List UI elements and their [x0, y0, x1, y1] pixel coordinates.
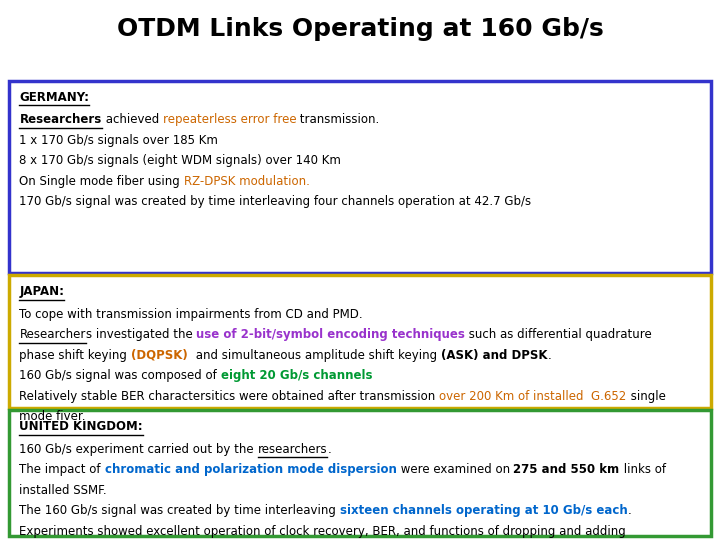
- Text: RZ-DPSK modulation.: RZ-DPSK modulation.: [184, 175, 310, 188]
- Text: phase shift keying: phase shift keying: [19, 349, 131, 362]
- Text: mode fiver.: mode fiver.: [19, 410, 86, 423]
- Text: over 200 Km of installed  G.652: over 200 Km of installed G.652: [439, 390, 626, 403]
- Text: On Single mode fiber using: On Single mode fiber using: [19, 175, 184, 188]
- Text: links of: links of: [620, 463, 665, 476]
- Text: The impact of: The impact of: [19, 463, 104, 476]
- Text: transmission.: transmission.: [297, 113, 379, 126]
- Text: Experiments showed excellent operation of clock recovery, BER, and functions of : Experiments showed excellent operation o…: [19, 525, 626, 538]
- Text: (DQPSK): (DQPSK): [131, 349, 192, 362]
- Text: 170 Gb/s signal was created by time interleaving four channels operation at 42.7: 170 Gb/s signal was created by time inte…: [19, 195, 531, 208]
- Text: eight 20 Gb/s channels: eight 20 Gb/s channels: [221, 369, 372, 382]
- Text: were examined on: were examined on: [397, 463, 513, 476]
- Text: Relatively stable BER charactersitics were obtained after transmission: Relatively stable BER charactersitics we…: [19, 390, 439, 403]
- Text: (ASK) and DPSK: (ASK) and DPSK: [441, 349, 547, 362]
- Text: 275 and 550 km: 275 and 550 km: [513, 463, 620, 476]
- Text: GERMANY:: GERMANY:: [19, 91, 89, 104]
- Text: To cope with transmission impairments from CD and PMD.: To cope with transmission impairments fr…: [19, 308, 363, 321]
- Text: single: single: [626, 390, 665, 403]
- Text: sixteen channels operating at 10 Gb/s each: sixteen channels operating at 10 Gb/s ea…: [340, 504, 628, 517]
- FancyBboxPatch shape: [9, 275, 711, 408]
- Text: and simultaneous amplitude shift keying: and simultaneous amplitude shift keying: [192, 349, 441, 362]
- Text: chromatic and polarization mode dispersion: chromatic and polarization mode dispersi…: [104, 463, 397, 476]
- Text: 8 x 170 Gb/s signals (eight WDM signals) over 140 Km: 8 x 170 Gb/s signals (eight WDM signals)…: [19, 154, 341, 167]
- Text: UNITED KINGDOM:: UNITED KINGDOM:: [19, 420, 143, 433]
- Text: achieved: achieved: [102, 113, 163, 126]
- Text: .: .: [628, 504, 631, 517]
- Text: Researchers: Researchers: [19, 113, 102, 126]
- Text: use of 2-bit/symbol encoding techniques: use of 2-bit/symbol encoding techniques: [197, 328, 465, 341]
- Text: .: .: [547, 349, 551, 362]
- FancyBboxPatch shape: [9, 410, 711, 536]
- Text: 1 x 170 Gb/s signals over 185 Km: 1 x 170 Gb/s signals over 185 Km: [19, 134, 218, 147]
- Text: Researcher: Researcher: [19, 328, 86, 341]
- Text: s investigated the: s investigated the: [86, 328, 197, 341]
- Text: installed SSMF.: installed SSMF.: [19, 484, 107, 497]
- Text: OTDM Links Operating at 160 Gb/s: OTDM Links Operating at 160 Gb/s: [117, 17, 603, 41]
- Text: JAPAN:: JAPAN:: [19, 285, 65, 298]
- Text: repeaterless error free: repeaterless error free: [163, 113, 297, 126]
- Text: 160 Gb/s signal was composed of: 160 Gb/s signal was composed of: [19, 369, 221, 382]
- Text: researchers: researchers: [258, 443, 328, 456]
- FancyBboxPatch shape: [9, 81, 711, 273]
- Text: The 160 Gb/s signal was created by time interleaving: The 160 Gb/s signal was created by time …: [19, 504, 340, 517]
- Text: .: .: [328, 443, 331, 456]
- Text: such as differential quadrature: such as differential quadrature: [465, 328, 652, 341]
- Text: 160 Gb/s experiment carried out by the: 160 Gb/s experiment carried out by the: [19, 443, 258, 456]
